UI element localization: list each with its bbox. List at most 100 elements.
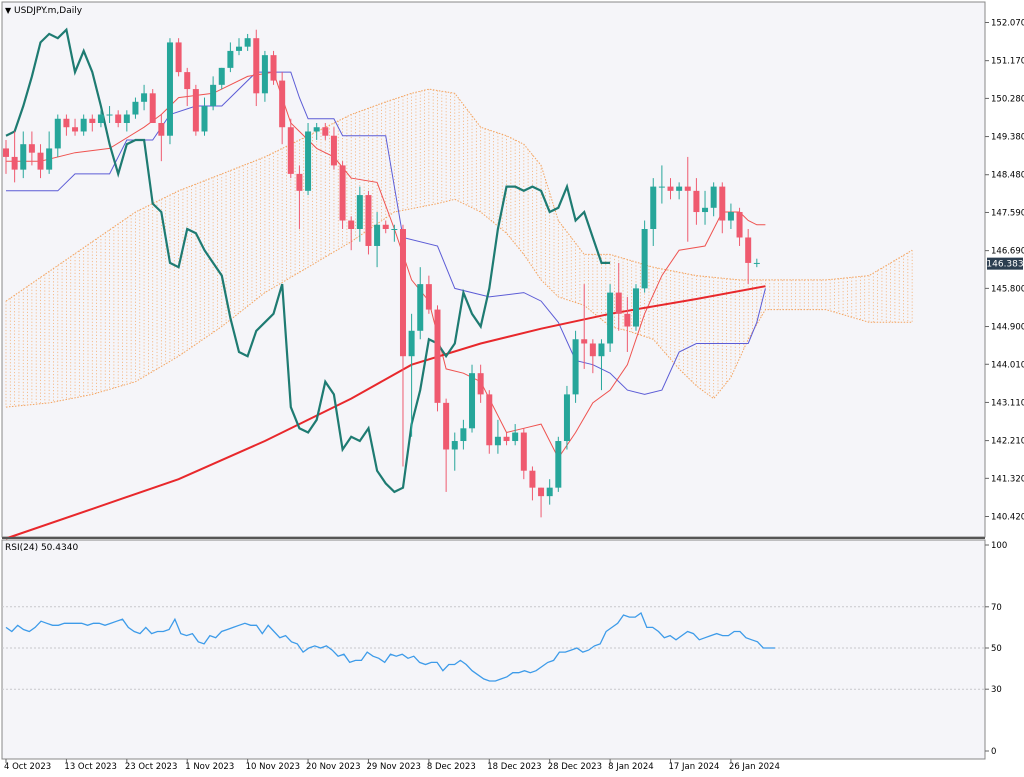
candle-body [313,127,320,132]
rsi-tick-label: 50 [991,644,1002,654]
dropdown-arrow-icon[interactable]: ▼ [5,6,12,15]
candle [365,190,372,255]
time-tick-label: 1 Nov 2023 [185,762,234,772]
candle-body [3,148,9,157]
candle [494,419,501,454]
candle-body [632,288,639,327]
time-tick-label: 8 Jan 2024 [608,762,654,772]
time-tick-label: 17 Jan 2024 [669,762,720,772]
candle [693,178,700,225]
candle-body [192,89,199,132]
candle [80,114,87,136]
candle-body [227,50,234,68]
candle-body [37,152,44,170]
candle-body [305,131,312,191]
time-tick-label: 28 Dec 2023 [548,762,602,772]
candle [166,38,173,145]
candle [305,122,312,196]
candle [322,122,329,140]
price-tick-label: 142.210 [991,437,1024,447]
candle-body [667,186,674,191]
rsi-axis: 100 70 50 30 0 [985,541,1007,757]
candle [339,161,346,230]
candle-body [374,224,381,246]
candle [296,165,303,230]
price-panel[interactable] [1,1,986,538]
candle-body [753,262,760,264]
candle-body [641,229,648,289]
candle-body [253,38,260,94]
candle [607,284,614,352]
candle-body [486,394,493,446]
candle-body [28,144,35,153]
candle-body [693,190,700,213]
candle-body [279,80,286,128]
candle [279,72,286,145]
candle-body [158,122,165,136]
time-tick-label: 20 Nov 2023 [306,762,360,772]
candle [650,178,657,246]
candle-body [391,229,398,231]
candle [20,131,27,179]
candle [727,203,734,230]
candle-body [538,487,545,497]
candle-body [503,436,510,442]
candle-body [210,84,217,107]
candle [28,131,35,166]
candle-body [20,144,27,170]
candle-body [132,101,139,115]
candle [589,339,596,374]
candle [408,313,415,437]
candle-body [365,195,372,246]
time-tick-label: 29 Nov 2023 [366,762,420,772]
candle [227,42,234,73]
candle [115,110,122,128]
candle [632,284,639,331]
candle [3,139,9,174]
candle [615,262,622,331]
candle-body [106,114,113,116]
candle [399,224,406,467]
rsi-panel[interactable] [1,539,986,760]
candle [546,479,553,505]
candle [37,144,44,179]
candle [736,207,743,246]
candle [356,186,363,242]
candle-body [736,212,743,238]
candle-body [218,67,225,85]
candle-body [451,441,458,450]
price-tick-label: 148.480 [991,171,1024,181]
candle-body [589,343,596,357]
candle [261,50,268,102]
time-tick-label: 10 Nov 2023 [246,762,300,772]
ichimoku-cloud [5,88,913,408]
candle [97,110,104,128]
price-tick-label: 149.380 [991,133,1024,143]
candle [313,122,320,140]
candle-body [261,55,268,94]
candle [72,118,79,136]
candle [54,114,61,157]
price-tick-label: 144.010 [991,360,1024,370]
candle-body [287,127,294,174]
time-tick-label: 4 Oct 2023 [4,762,51,772]
candle-body [382,224,389,230]
candle-body [650,186,657,230]
candle-body [11,156,18,170]
candle-body [166,42,173,136]
candle [563,385,570,450]
candle [529,466,536,501]
tenkan-line [6,71,766,459]
candle-body [296,173,303,191]
candle [460,419,467,450]
price-tick-label: 151.170 [991,57,1024,67]
candle [149,89,156,123]
candle [270,50,277,85]
candle-body [348,220,355,230]
candle [512,424,519,446]
candle [175,38,182,77]
time-tick-label: 18 Dec 2023 [487,762,541,772]
price-tick-label: 144.900 [991,323,1024,333]
